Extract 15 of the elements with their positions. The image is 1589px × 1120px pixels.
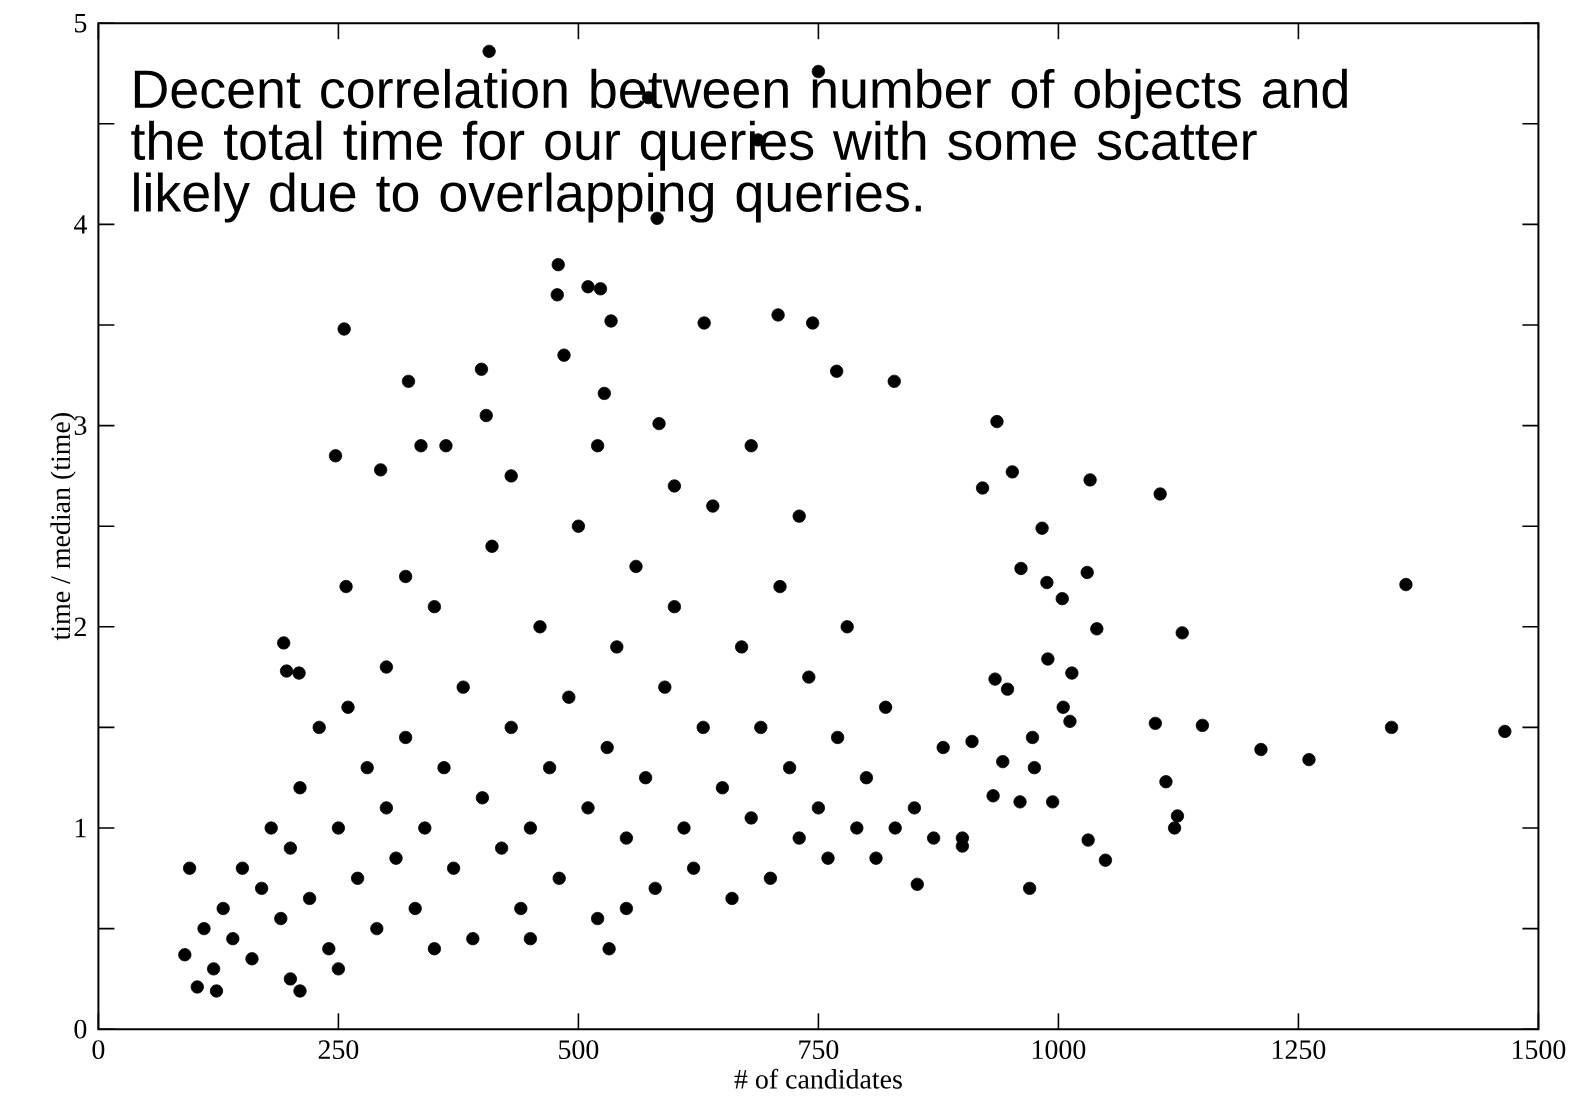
y-tick-label: 5 (75, 13, 87, 33)
y-tick-label: 2 (74, 617, 86, 637)
x-tick-label: 0 (92, 1040, 105, 1060)
y-tick-label: 0 (74, 1019, 87, 1039)
x-tick-label: 500 (559, 1040, 599, 1060)
x-tick-label: 750 (799, 1040, 839, 1060)
annotation: Decent correlation between number of objects and the total time for our queries with some scatter likely due to overlapping queries. (131, 68, 1347, 223)
x-axis-title: # of candidates (734, 1068, 902, 1089)
x-tick-label: 1500 (1512, 1040, 1566, 1060)
y-tick-label: 3 (74, 416, 87, 435)
y-tick-label: 1 (75, 818, 86, 838)
x-tick-label: 1000 (1032, 1040, 1086, 1060)
x-tick-label: 1250 (1272, 1040, 1326, 1060)
y-tick-label: 4 (73, 215, 87, 234)
x-tick-label: 250 (318, 1040, 359, 1060)
